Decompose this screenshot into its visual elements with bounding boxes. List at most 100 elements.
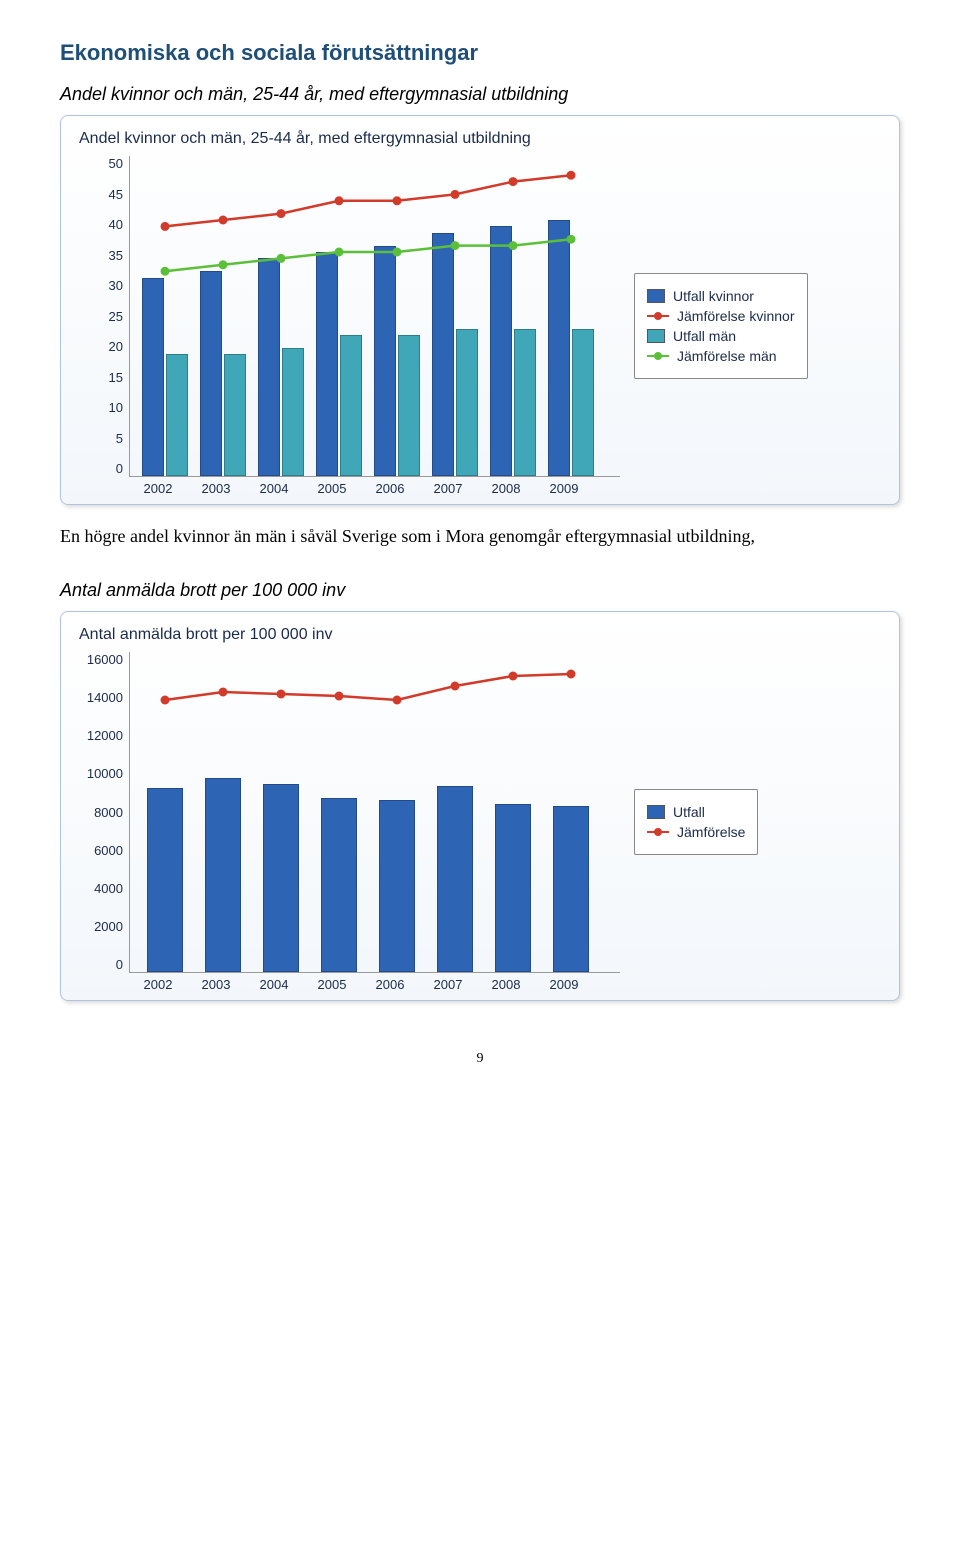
chart2-subtitle: Antal anmälda brott per 100 000 inv [60,580,900,601]
legend-swatch [647,329,665,343]
bar [379,800,415,972]
chart1-y-axis: 50454035302520151050 [73,156,123,476]
y-tick: 20 [109,339,123,354]
bar [398,335,420,476]
y-tick: 25 [109,309,123,324]
legend-item: Jämförelse män [647,348,795,364]
y-tick: 10 [109,400,123,415]
series-point [509,177,518,186]
legend-item: Jämförelse [647,824,745,840]
chart2-legend: Utfall Jämförelse [634,789,758,855]
x-tick: 2003 [187,977,245,992]
y-tick: 8000 [94,805,123,820]
y-tick: 0 [116,957,123,972]
legend-swatch [647,831,669,833]
series-point [335,196,344,205]
legend-swatch [647,289,665,303]
x-tick: 2004 [245,481,303,496]
y-tick: 4000 [94,881,123,896]
chart1-plot-wrap: 50454035302520151050 2002200320042005200… [73,156,620,496]
y-tick: 2000 [94,919,123,934]
bar [490,226,512,476]
section-heading: Ekonomiska och sociala förutsättningar [60,40,900,66]
legend-label: Jämförelse [677,824,745,840]
chart2-title: Antal anmälda brott per 100 000 inv [79,626,887,644]
series-point [509,672,518,681]
x-tick: 2005 [303,481,361,496]
legend-label: Utfall kvinnor [673,288,754,304]
series-point [219,688,228,697]
y-tick: 10000 [87,766,123,781]
chart2-container: Antal anmälda brott per 100 000 inv 1600… [60,611,900,1001]
legend-item: Utfall [647,804,745,820]
bar [553,806,589,972]
y-tick: 0 [116,461,123,476]
y-tick: 50 [109,156,123,171]
bar [321,798,357,972]
body-paragraph: En högre andel kvinnor än män i såväl Sv… [60,523,900,550]
y-tick: 30 [109,278,123,293]
chart2-plot-wrap: 1600014000120001000080006000400020000 20… [73,652,620,992]
y-tick: 14000 [87,690,123,705]
bar [316,252,338,476]
series-point [567,171,576,180]
series-point [219,216,228,225]
bar [205,778,241,972]
bar [224,354,246,476]
x-tick: 2006 [361,481,419,496]
chart1-legend: Utfall kvinnor Jämförelse kvinnor Utfall m… [634,273,808,379]
bar [263,784,299,972]
x-tick: 2007 [419,977,477,992]
series-point [335,692,344,701]
chart1-x-axis: 20022003200420052006200720082009 [129,481,619,496]
series-point [277,690,286,699]
bar [258,258,280,476]
legend-item: Utfall kvinnor [647,288,795,304]
bar [200,271,222,476]
series-point [161,696,170,705]
bar [374,246,396,476]
chart1-title: Andel kvinnor och män, 25-44 år, med eft… [79,130,887,148]
series-point [451,190,460,199]
legend-swatch [647,805,665,819]
y-tick: 40 [109,217,123,232]
series-point [219,260,228,269]
bar [456,329,478,476]
series-point [161,222,170,231]
legend-label: Utfall [673,804,705,820]
line-layer [130,652,620,972]
y-tick: 12000 [87,728,123,743]
series-point [567,670,576,679]
x-tick: 2002 [129,977,187,992]
x-tick: 2003 [187,481,245,496]
legend-swatch [647,315,669,317]
x-tick: 2006 [361,977,419,992]
chart2-plot [129,652,620,973]
legend-item: Jämförelse kvinnor [647,308,795,324]
bar [572,329,594,476]
bar [282,348,304,476]
x-tick: 2005 [303,977,361,992]
chart2-y-axis: 1600014000120001000080006000400020000 [73,652,123,972]
x-tick: 2002 [129,481,187,496]
legend-label: Jämförelse kvinnor [677,308,795,324]
bar [147,788,183,972]
x-tick: 2004 [245,977,303,992]
y-tick: 45 [109,187,123,202]
bar [548,220,570,476]
y-tick: 5 [116,431,123,446]
y-tick: 15 [109,370,123,385]
series-point [451,682,460,691]
chart1-subtitle: Andel kvinnor och män, 25-44 år, med eft… [60,84,900,105]
x-tick: 2009 [535,977,593,992]
series-point [277,209,286,218]
x-tick: 2008 [477,481,535,496]
legend-label: Jämförelse män [677,348,777,364]
chart1-container: Andel kvinnor och män, 25-44 år, med eft… [60,115,900,505]
bar [495,804,531,972]
bar [514,329,536,476]
bar [166,354,188,476]
legend-label: Utfall män [673,328,736,344]
bar [437,786,473,972]
x-tick: 2008 [477,977,535,992]
